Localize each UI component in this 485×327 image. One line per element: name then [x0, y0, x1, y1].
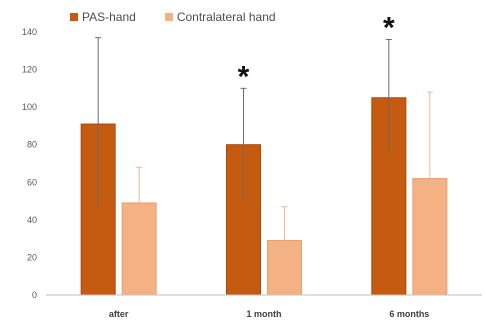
- legend-item-pas-hand: PAS-hand: [70, 10, 136, 24]
- y-tick-label-40: 40: [27, 215, 37, 225]
- significance-asterisk-6-months: *: [383, 12, 395, 45]
- y-tick-label-100: 100: [22, 102, 37, 112]
- bar-contralateral-hand-after: [121, 202, 157, 296]
- bar-contralateral-hand-1-month: [267, 240, 302, 296]
- legend-swatch-contralateral-hand: [164, 13, 173, 21]
- chart-legend: PAS-hand Contralateral hand: [70, 10, 305, 24]
- legend-swatch-pas-hand: [70, 13, 78, 21]
- x-tick-label-after: after: [109, 309, 129, 319]
- legend-item-contralateral-hand: Contralateral hand: [164, 10, 276, 24]
- y-tick-label-20: 20: [27, 252, 37, 262]
- x-tick-label-1-month: 1 month: [247, 309, 282, 319]
- legend-label-pas-hand: PAS-hand: [82, 10, 136, 24]
- y-tick-label-120: 120: [22, 65, 37, 75]
- bar-contralateral-hand-6-months: [412, 178, 448, 296]
- y-tick-label-0: 0: [32, 290, 37, 300]
- x-tick-label-6-months: 6 months: [389, 309, 429, 319]
- y-tick-label-80: 80: [27, 140, 37, 150]
- legend-label-contralateral-hand: Contralateral hand: [176, 10, 276, 24]
- significance-asterisk-1-month: *: [238, 60, 250, 93]
- y-tick-label-60: 60: [27, 177, 37, 187]
- y-tick-label-140: 140: [22, 27, 37, 37]
